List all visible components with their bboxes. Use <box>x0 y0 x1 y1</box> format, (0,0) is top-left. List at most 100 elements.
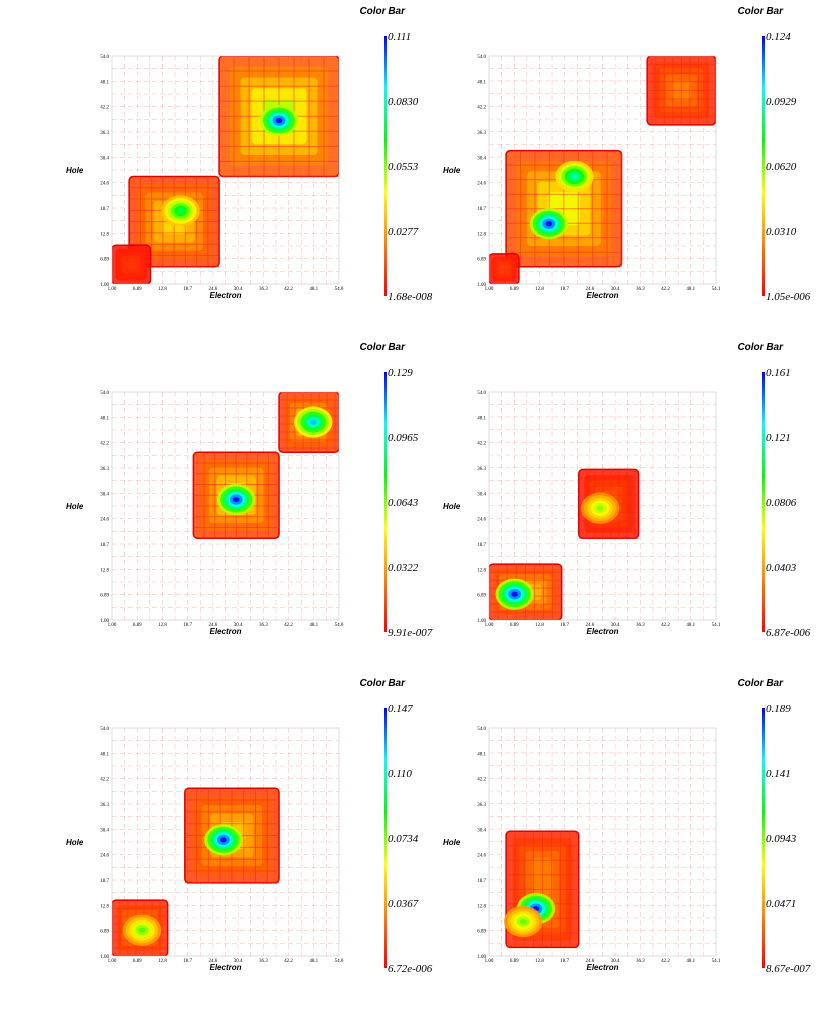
peak-contour <box>138 927 146 933</box>
color-bar-title: Color Bar <box>359 342 406 353</box>
x-tick-label: 1.00 <box>485 959 494 964</box>
color-bar-title: Color Bar <box>737 342 784 353</box>
y-tick-label: 6.89 <box>100 594 109 599</box>
color-bar-title: Color Bar <box>737 6 784 17</box>
x-tick-label: 1.00 <box>108 623 117 628</box>
x-tick-label: 48.1 <box>686 959 695 964</box>
peak-contour <box>511 591 518 597</box>
y-tick-label: 42.2 <box>477 442 486 447</box>
y-tick-label: 48.1 <box>100 80 109 85</box>
y-tick-label: 18.7 <box>477 207 486 212</box>
y-tick-label: 18.7 <box>100 543 109 548</box>
y-tick-label: 36.3 <box>100 467 109 472</box>
x-tick-label: 30.4 <box>234 623 243 628</box>
peak-contour <box>177 208 184 214</box>
color-bar-tick-label: 0.0403 <box>766 562 797 574</box>
plot-area <box>112 56 339 284</box>
peak-contour <box>220 837 227 843</box>
x-tick-label: 42.2 <box>284 287 293 292</box>
color-bar-tick-label: 0.147 <box>388 703 413 715</box>
y-tick-label: 12.8 <box>477 904 486 909</box>
y-tick-label: 30.4 <box>100 156 109 161</box>
color-bar-tick-label: 0.0734 <box>388 833 419 845</box>
color-bar: Color Bar 0.129 0.0965 0.0643 0.0322 9.91e-00… <box>359 342 432 639</box>
y-tick-label: 30.4 <box>477 828 486 833</box>
y-tick-label: 6.89 <box>100 930 109 935</box>
peak-contour <box>519 918 527 925</box>
heatmap-panel: 1.00 6.89 12.8 18.7 24.6 30.4 36.3 42.2 48.1 54.1… <box>443 391 721 636</box>
x-tick-label: 42.2 <box>284 959 293 964</box>
y-tick-label: 12.8 <box>100 904 109 909</box>
y-axis-label: Hole <box>443 838 461 847</box>
peak-contour <box>310 419 317 425</box>
y-tick-label: 54.0 <box>477 55 486 60</box>
y-tick-label: 30.4 <box>100 828 109 833</box>
x-tick-label: 54.0 <box>335 959 344 964</box>
x-tick-label: 24.6 <box>209 287 218 292</box>
y-tick-label: 24.6 <box>477 854 486 859</box>
plot-area <box>489 728 716 956</box>
color-bar-tick-label: 0.0620 <box>766 161 797 173</box>
color-bar-tick-label: 0.0830 <box>388 96 419 108</box>
y-tick-label: 54.0 <box>477 727 486 732</box>
peak-contour <box>545 221 553 227</box>
y-tick-label: 36.3 <box>477 803 486 808</box>
x-tick-label: 18.7 <box>560 623 569 628</box>
color-bar-title: Color Bar <box>737 678 784 689</box>
plot-area <box>489 392 716 620</box>
x-tick-label: 24.6 <box>209 959 218 964</box>
x-tick-label: 54.1 <box>712 623 721 628</box>
color-bar-tick-label: 0.0322 <box>388 562 419 574</box>
x-tick-label: 18.7 <box>183 623 192 628</box>
x-tick-label: 48.1 <box>309 959 318 964</box>
y-tick-label: 6.89 <box>477 594 486 599</box>
color-bar-tick-label: 0.0471 <box>766 898 796 910</box>
density-block-outline <box>112 899 169 956</box>
color-bar-tick-label: 0.0929 <box>766 96 797 108</box>
x-axis-label: Electron <box>209 291 241 300</box>
x-tick-label: 30.4 <box>234 287 243 292</box>
x-tick-label: 30.4 <box>234 959 243 964</box>
color-bar-tick-label: 0.110 <box>388 768 412 780</box>
heatmap-panel: 1.00 6.89 12.8 18.7 24.6 30.4 36.3 42.2 48.1 54.1… <box>443 727 721 972</box>
plot-frame <box>111 55 340 285</box>
density-block <box>499 264 509 274</box>
y-tick-label: 12.8 <box>100 232 109 237</box>
x-tick-label: 36.3 <box>636 287 645 292</box>
x-axis-label: Electron <box>586 291 618 300</box>
y-tick-label: 1.00 <box>477 619 486 624</box>
y-tick-label: 54.0 <box>100 55 109 60</box>
density-block <box>125 259 137 271</box>
x-tick-label: 42.2 <box>661 959 670 964</box>
y-axis-label: Hole <box>66 502 84 511</box>
color-bar-tick-label: 6.87e-006 <box>766 627 811 639</box>
color-bar-tick-label: 0.0277 <box>388 226 419 238</box>
y-tick-label: 36.3 <box>100 131 109 136</box>
plot-area <box>112 728 339 956</box>
color-bar-tick-label: 0.0553 <box>388 161 419 173</box>
density-block-outline <box>112 244 152 284</box>
y-tick-label: 18.7 <box>477 543 486 548</box>
x-tick-label: 48.1 <box>309 287 318 292</box>
y-tick-label: 24.6 <box>477 518 486 523</box>
x-axis-label: Electron <box>209 963 241 972</box>
color-bar-gradient <box>762 372 765 632</box>
x-tick-label: 54.0 <box>335 623 344 628</box>
y-tick-label: 54.0 <box>100 391 109 396</box>
y-tick-label: 48.1 <box>477 416 486 421</box>
plot-frame <box>488 727 717 957</box>
y-tick-label: 48.1 <box>100 416 109 421</box>
color-bar: Color Bar 0.161 0.121 0.0806 0.0403 6.87e-006 <box>737 342 810 639</box>
y-tick-label: 18.7 <box>100 879 109 884</box>
peak-contour <box>233 496 240 503</box>
color-bar-tick-label: 8.67e-007 <box>766 963 811 975</box>
color-bar-tick-label: 6.72e-006 <box>388 963 433 975</box>
x-tick-label: 1.00 <box>485 287 494 292</box>
heatmap-panel: 1.00 6.89 12.8 18.7 24.6 30.4 36.3 42.2 48.1 54.0… <box>66 727 344 972</box>
color-bar-tick-label: 1.68e-008 <box>388 291 433 303</box>
y-tick-label: 54.0 <box>477 391 486 396</box>
y-tick-label: 1.00 <box>477 955 486 960</box>
x-tick-label: 12.8 <box>158 623 167 628</box>
x-tick-label: 6.89 <box>133 287 142 292</box>
